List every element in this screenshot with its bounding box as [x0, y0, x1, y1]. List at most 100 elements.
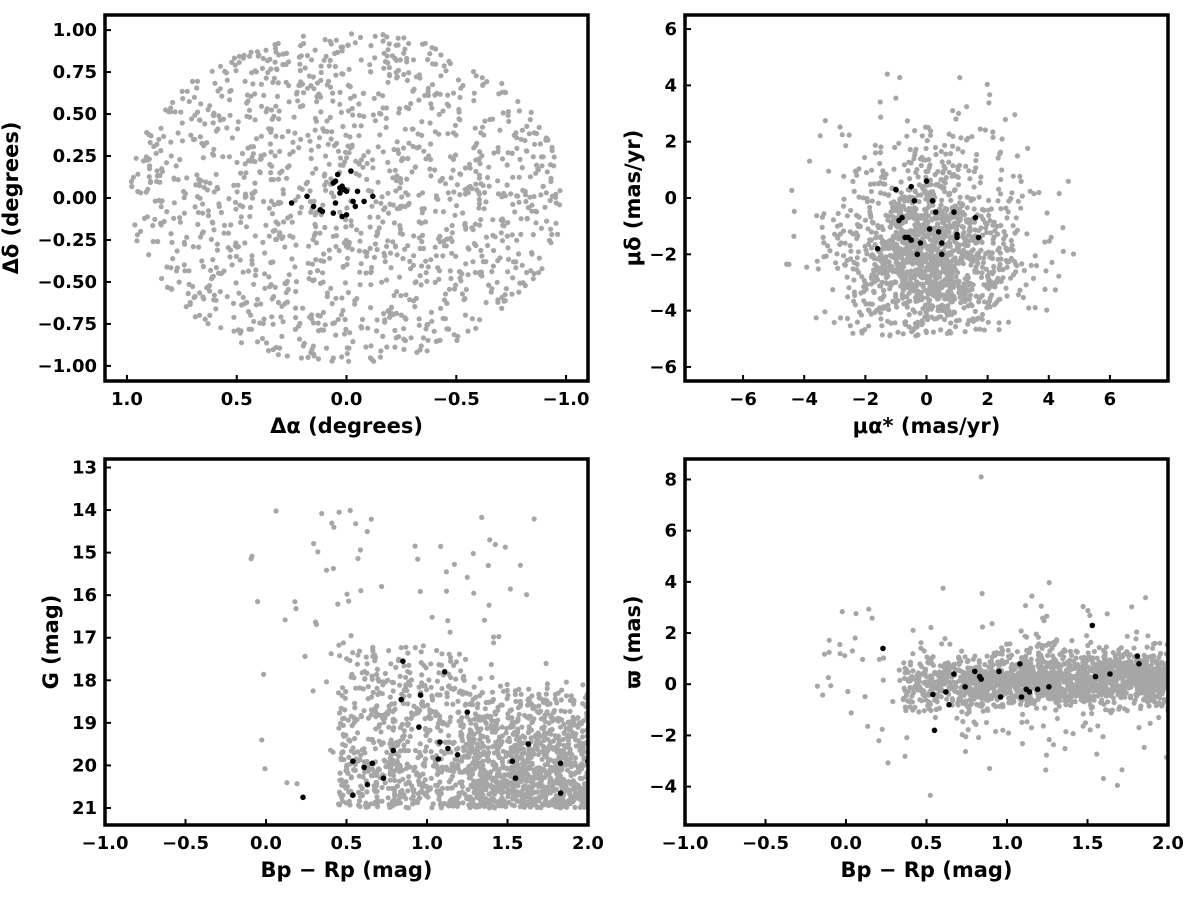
field-star-point [364, 789, 370, 795]
field-star-point [213, 265, 219, 271]
field-star-point [1046, 737, 1052, 743]
field-star-point [947, 151, 954, 157]
field-star-point [397, 682, 403, 688]
field-star-point [313, 240, 320, 246]
field-star-point [469, 316, 475, 322]
field-star-point [555, 715, 561, 721]
field-star-point [923, 287, 929, 293]
field-star-point [374, 685, 380, 691]
field-star-point [452, 122, 458, 128]
field-star-point [1001, 229, 1007, 235]
field-star-point [504, 681, 510, 688]
field-star-point [854, 172, 860, 178]
field-star-point [273, 508, 279, 514]
field-star-point [997, 296, 1003, 302]
member-star-point [348, 168, 354, 174]
field-star-point [589, 797, 594, 802]
field-star-point [357, 804, 363, 810]
field-star-point [529, 785, 535, 791]
field-star-point [1008, 275, 1014, 281]
field-star-point [865, 226, 871, 232]
field-star-point [881, 293, 887, 299]
field-star-point [353, 171, 359, 177]
field-star-point [1069, 638, 1075, 644]
field-star-point [854, 255, 860, 261]
field-star-point [940, 218, 946, 224]
field-star-point [516, 108, 523, 114]
field-star-point [510, 731, 516, 737]
field-star-point [336, 725, 342, 731]
field-star-point [590, 768, 595, 773]
field-star-point [441, 243, 447, 249]
field-star-point [311, 198, 317, 204]
field-star-point [497, 127, 503, 133]
field-star-point [434, 678, 441, 684]
field-star-point [439, 175, 446, 181]
field-star-point [978, 274, 985, 280]
field-star-point [200, 210, 206, 216]
field-star-point [398, 293, 404, 299]
field-star-point [379, 712, 385, 719]
field-star-point [263, 222, 269, 228]
field-star-point [438, 800, 444, 806]
field-star-point [516, 199, 522, 205]
field-star-point [376, 225, 382, 231]
field-star-point [412, 747, 419, 754]
field-star-point [878, 144, 884, 150]
field-star-point [439, 685, 445, 692]
field-star-point [529, 202, 535, 208]
field-star-point [290, 234, 296, 240]
field-star-point [883, 171, 889, 177]
field-star-point [407, 258, 413, 264]
x-tick-label: 2.0 [572, 833, 604, 854]
field-star-point [403, 190, 409, 196]
field-star-point [524, 269, 530, 276]
field-star-point [180, 96, 186, 102]
field-star-point [156, 136, 162, 142]
field-star-point [461, 748, 467, 754]
field-star-point [340, 307, 346, 314]
field-star-point [371, 787, 377, 793]
field-star-point [544, 218, 550, 224]
field-star-point [199, 258, 205, 264]
field-star-point [852, 302, 859, 308]
field-star-point [986, 197, 992, 203]
field-star-point [933, 151, 939, 158]
field-star-point [221, 230, 227, 236]
field-star-point [382, 670, 388, 677]
field-star-point [950, 108, 956, 114]
field-star-point [528, 268, 534, 274]
field-star-point [531, 516, 537, 522]
field-star-point [424, 278, 430, 284]
field-star-point [457, 171, 463, 177]
field-star-point [878, 254, 884, 260]
field-star-point [463, 261, 469, 267]
member-star-point [557, 790, 564, 796]
field-star-point [938, 257, 944, 263]
field-star-point [340, 162, 346, 168]
field-star-point [424, 687, 430, 693]
field-star-point [345, 143, 351, 149]
field-star-point [473, 325, 479, 331]
field-star-point [369, 203, 375, 209]
field-star-point [850, 330, 856, 336]
field-star-point [964, 279, 970, 285]
field-star-point [1015, 198, 1021, 204]
field-star-point [511, 803, 517, 809]
field-star-point [242, 78, 248, 84]
member-star-point [304, 193, 310, 200]
field-star-point [862, 327, 868, 333]
field-star-point [304, 53, 310, 59]
y-tick-label: 6 [664, 19, 677, 40]
field-star-point [889, 244, 895, 250]
field-star-point [531, 193, 537, 200]
field-star-point [973, 326, 979, 332]
field-star-point [983, 266, 990, 272]
field-star-point [363, 344, 369, 350]
field-star-point [943, 151, 949, 157]
field-star-point [969, 248, 975, 254]
field-star-point [386, 41, 392, 47]
field-star-point [548, 714, 554, 720]
field-star-point [356, 248, 362, 254]
field-star-point [548, 764, 554, 771]
